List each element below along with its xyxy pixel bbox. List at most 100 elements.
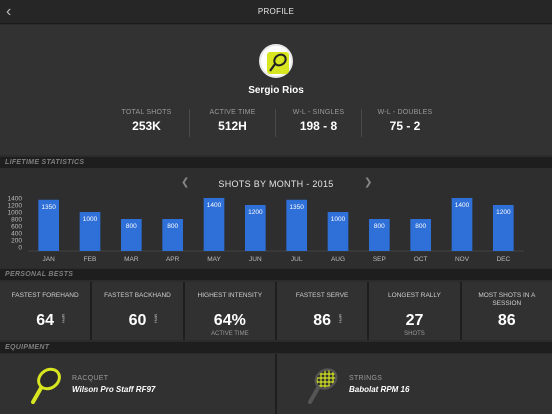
pb-label: FASTEST BACKHAND [104,292,171,299]
bar-value-label: 1400 [207,202,222,209]
pb-value: 64% [213,312,246,329]
shots-chart-panel: ❮ SHOTS BY MONTH - 2015 ❯ 1400 1200 1000 80… [0,168,552,268]
x-tick-label: JUN [249,256,262,263]
pb-label: FASTEST FOREHAND [11,292,79,299]
bar-mar[interactable] [121,219,142,251]
bar-sep[interactable] [369,219,390,251]
x-tick-label: OCT [414,256,428,263]
shots-bar-chart: 14001200100080060040020001350JAN1000FEB8… [8,196,524,263]
bar-feb[interactable] [79,212,101,251]
pb-value: 86 [497,312,516,329]
bar-value-label: 800 [167,223,178,230]
pb-label: FASTEST SERVE [295,292,349,299]
pb-sub: ACTIVE TIME [211,331,249,337]
y-tick-label: 800 [11,217,22,224]
y-tick-label: 0 [18,245,22,252]
x-tick-label: MAY [207,256,221,263]
bar-jul[interactable] [286,199,307,251]
pb-fastest-forehand: FASTEST FOREHAND 64 MPH [0,282,91,340]
x-tick-label: JUL [291,256,303,263]
profile-header: Sergio Rios TOTAL SHOTS 253K ACTIVE TIME… [0,25,552,155]
bar-apr[interactable] [162,219,183,251]
section-header-equipment: EQUIPMENT [0,342,552,353]
top-bar: ‹ PROFILE [0,0,552,24]
stat-value: 75 - 2 [389,119,421,133]
pb-value: 60 MPH [128,312,159,329]
equipment: RACQUET Wilson Pro Staff RF97 STRINGS Ba… [0,354,552,414]
pb-fastest-backhand: FASTEST BACKHAND 60 MPH [92,282,183,340]
bar-value-label: 1350 [41,204,56,211]
pb-label: LONGEST RALLY [388,292,441,299]
x-tick-label: DEC [496,256,510,263]
pb-fastest-serve: FASTEST SERVE 86 MPH [276,282,368,340]
stat-value: 198 - 8 [299,119,338,133]
pb-highest-intensity: HIGHEST INTENSITY 64% ACTIVE TIME [184,282,275,340]
pb-longest-rally: LONGEST RALLY 27 SHOTS [369,282,460,340]
x-tick-label: FEB [84,256,97,263]
bar-nov[interactable] [451,198,473,251]
y-tick-label: 200 [11,238,22,245]
stat-value: 512H [218,119,247,133]
stat-active-time: ACTIVE TIME 512H [190,109,276,137]
bar-value-label: 1000 [83,216,98,223]
bar-value-label: 1350 [289,204,304,211]
bar-may[interactable] [203,198,225,251]
stat-total-shots: TOTAL SHOTS 253K [104,109,190,137]
pb-value: 86 MPH [313,312,344,329]
x-tick-label: NOV [455,256,470,263]
x-tick-label: JAN [43,256,56,263]
stat-label: TOTAL SHOTS [121,109,172,116]
chart-next-button[interactable]: ❯ [364,177,373,188]
bar-oct[interactable] [410,219,431,251]
equipment-strings[interactable]: STRINGS Babolat RPM 16 [277,354,552,414]
stat-wl-doubles: W-L - DOUBLES 75 - 2 [362,109,448,137]
pb-sub: SHOTS [404,331,425,337]
stat-wl-singles: W-L - SINGLES 198 - 8 [276,109,362,137]
pb-label: HIGHEST INTENSITY [197,292,263,299]
bar-jun[interactable] [245,205,266,251]
chart-prev-button[interactable]: ❮ [181,177,190,188]
stat-value: 253K [132,119,161,133]
strings-icon [308,366,339,404]
bar-value-label: 1000 [331,216,346,223]
equipment-label: STRINGS [349,375,383,382]
bar-dec[interactable] [493,205,514,251]
user-name: Sergio Rios [248,85,304,96]
bar-value-label: 1200 [496,209,511,216]
bar-aug[interactable] [327,212,349,251]
pb-unit: MPH [338,314,344,323]
stat-label: ACTIVE TIME [209,109,256,116]
pb-value: 64 MPH [36,312,67,329]
pb-unit: MPH [153,314,159,323]
y-tick-label: 400 [11,231,22,238]
bar-value-label: 1200 [248,209,263,216]
chart-title: SHOTS BY MONTH - 2015 [218,179,334,189]
x-tick-label: MAR [124,256,139,263]
y-tick-label: 1000 [8,210,23,217]
bar-value-label: 1400 [455,202,470,209]
equipment-value: Babolat RPM 16 [349,385,410,394]
equipment-value: Wilson Pro Staff RF97 [72,385,156,394]
x-tick-label: SEP [373,256,386,263]
avatar[interactable] [259,44,293,78]
equipment-racquet[interactable]: RACQUET Wilson Pro Staff RF97 [0,354,275,414]
section-header-personal: PERSONAL BESTS [0,269,552,280]
x-tick-label: APR [166,256,180,263]
page-title: PROFILE [257,7,295,16]
y-tick-label: 1400 [8,196,23,203]
bar-jan[interactable] [38,199,59,251]
bar-value-label: 800 [374,223,385,230]
racquet-avatar-icon [267,52,289,74]
y-tick-label: 600 [11,224,22,231]
pb-unit: MPH [61,314,67,323]
bar-value-label: 800 [415,223,426,230]
back-button[interactable]: ‹ [6,3,22,21]
x-tick-label: AUG [331,256,345,263]
stat-label: W-L - DOUBLES [377,109,433,116]
equipment-label: RACQUET [72,375,109,382]
bar-value-label: 800 [126,223,137,230]
pb-value: 27 [405,312,424,329]
pb-label: MOST SHOTS IN A SESSION [478,292,536,307]
pb-most-shots-session: MOST SHOTS IN A SESSION 86 [461,282,552,340]
section-header-lifetime: LIFETIME STATISTICS [0,157,552,168]
